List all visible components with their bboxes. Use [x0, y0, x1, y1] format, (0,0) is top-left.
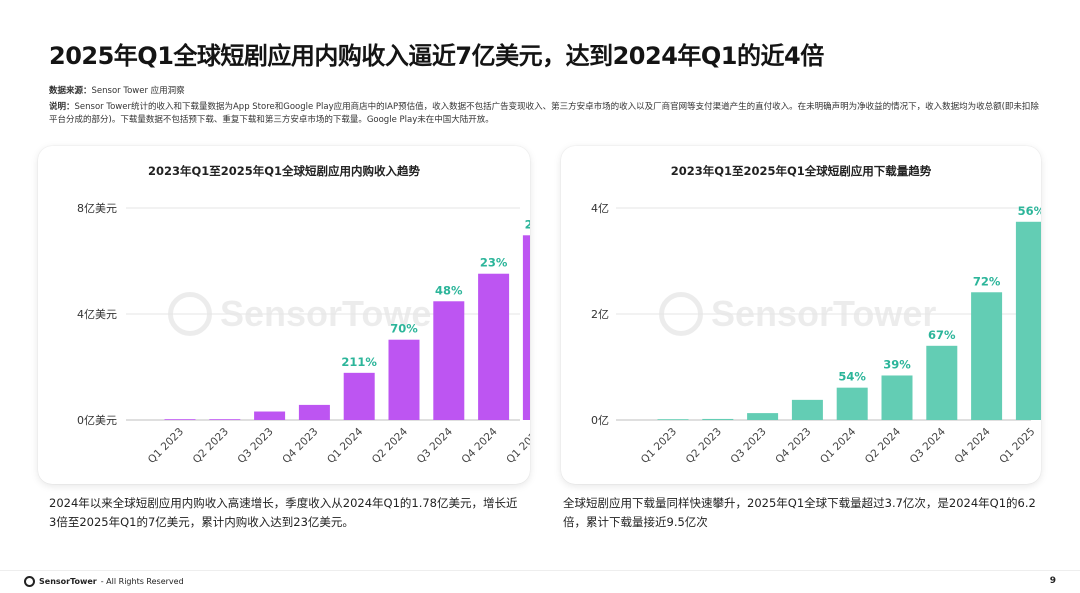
y-tick-label: 8亿美元 — [77, 202, 117, 215]
x-tick-label: Q3 2023 — [728, 426, 768, 466]
bar — [164, 419, 196, 420]
bar — [1015, 221, 1041, 420]
growth-label: 72% — [973, 274, 1001, 288]
footer: SensorTower - All Rights Reserved — [24, 576, 184, 587]
sensortower-logo-icon — [24, 576, 35, 587]
footer-brand: SensorTower — [39, 577, 97, 586]
note-text: Sensor Tower统计的收入和下载量数据为App Store和Google… — [49, 102, 1039, 125]
x-tick-label: Q4 2023 — [280, 426, 320, 466]
y-tick-label: 0亿美元 — [77, 414, 117, 427]
note-label: 说明： — [49, 102, 75, 112]
bar — [657, 419, 689, 420]
growth-label: 39% — [883, 357, 911, 371]
bar — [971, 292, 1003, 420]
x-tick-label: Q1 2024 — [325, 425, 366, 466]
revenue-chart-title: 2023年Q1至2025年Q1全球短剧应用内购收入趋势 — [147, 164, 421, 178]
x-tick-label: Q4 2024 — [952, 425, 993, 466]
y-tick-label: 4亿 — [591, 202, 609, 215]
x-tick-label: Q1 2024 — [818, 425, 859, 466]
growth-label: 26% — [525, 217, 530, 231]
bar — [209, 419, 241, 420]
bar — [522, 235, 530, 420]
y-tick-label: 0亿 — [591, 414, 609, 427]
bar — [702, 418, 734, 420]
x-tick-label: Q3 2024 — [908, 425, 949, 466]
revenue-description: 2024年以来全球短剧应用内购收入高速增长，季度收入从2024年Q1的1.78亿… — [49, 496, 518, 529]
growth-label: 211% — [341, 355, 377, 369]
x-tick-label: Q2 2024 — [370, 425, 411, 466]
x-tick-label: Q1 2025 — [504, 426, 530, 466]
downloads-chart-card: SensorTower 2023年Q1至2025年Q1全球短剧应用下载量趋势 0… — [561, 146, 1041, 484]
footer-rights: - All Rights Reserved — [100, 577, 184, 586]
revenue-chart-card: SensorTower 2023年Q1至2025年Q1全球短剧应用内购收入趋势 … — [38, 146, 530, 484]
page-number: 9 — [1049, 576, 1056, 586]
x-tick-label: Q4 2023 — [773, 426, 813, 466]
bar — [298, 404, 330, 420]
growth-label: 23% — [480, 256, 508, 270]
downloads-description: 全球短剧应用下载量同样快速攀升，2025年Q1全球下载量超过3.7亿次，是202… — [563, 496, 1036, 529]
data-source: 数据来源：Sensor Tower 应用洞察 — [49, 84, 185, 96]
revenue-chart: 0亿美元 4亿美元 8亿美元 Q1 2023 Q2 2023 Q3 2023 Q4 2023… — [77, 202, 530, 466]
x-tick-label: Q2 2024 — [863, 425, 904, 466]
y-tick-label: 4亿美元 — [77, 308, 117, 321]
x-tick-label: Q1 2025 — [997, 426, 1037, 466]
page-title: 2025年Q1全球短剧应用内购收入逼近7亿美元，达到2024年Q1的近4倍 — [49, 42, 824, 70]
bar — [343, 372, 375, 420]
bar — [926, 345, 958, 420]
methodology-note: 说明：Sensor Tower统计的收入和下载量数据为App Store和Goo… — [49, 101, 1039, 127]
x-tick-label: Q3 2024 — [415, 425, 456, 466]
y-tick-label: 2亿 — [591, 308, 609, 321]
source-text: Sensor Tower 应用洞察 — [91, 86, 185, 96]
bar — [433, 301, 465, 420]
growth-label: 54% — [838, 370, 866, 384]
growth-label: 70% — [390, 322, 418, 336]
bar — [836, 387, 868, 420]
x-tick-label: Q1 2023 — [639, 426, 679, 466]
bar — [254, 411, 286, 420]
downloads-chart-title: 2023年Q1至2025年Q1全球短剧应用下载量趋势 — [670, 164, 932, 178]
bar — [881, 375, 913, 420]
bar — [747, 413, 779, 420]
x-tick-label: Q3 2023 — [235, 426, 275, 466]
bar — [478, 273, 510, 420]
source-label: 数据来源： — [49, 86, 92, 96]
growth-label: 67% — [928, 328, 956, 342]
downloads-chart: 0亿 2亿 4亿 Q1 2023 Q2 2023 Q3 2023 Q4 2023 54% Q1 … — [591, 202, 1041, 466]
x-tick-label: Q4 2024 — [459, 425, 500, 466]
growth-label: 56% — [1018, 204, 1041, 218]
footer-divider — [0, 570, 1080, 571]
x-tick-label: Q2 2023 — [684, 426, 724, 466]
bar — [388, 339, 420, 420]
bar — [791, 399, 823, 420]
x-tick-label: Q1 2023 — [146, 426, 186, 466]
x-tick-label: Q2 2023 — [191, 426, 231, 466]
growth-label: 48% — [435, 283, 463, 297]
